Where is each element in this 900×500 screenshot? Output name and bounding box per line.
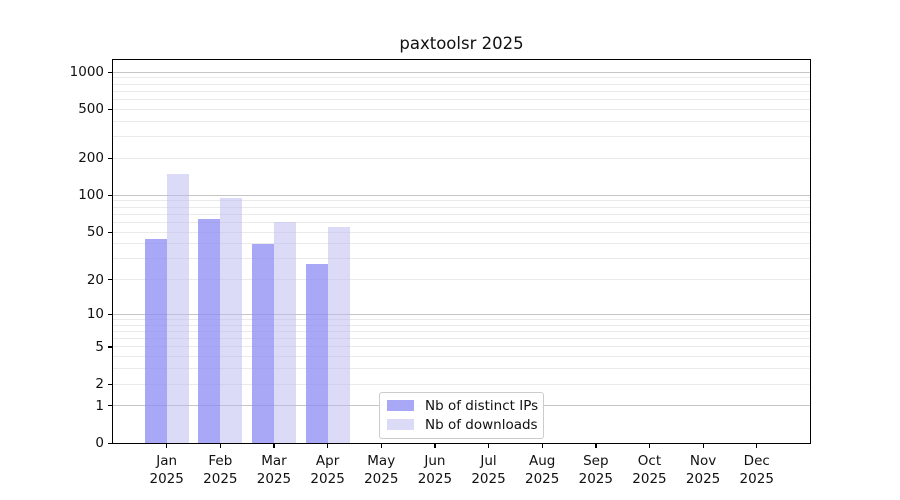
gridline-minor [113, 279, 810, 281]
legend: Nb of distinct IPs Nb of downloads [379, 392, 544, 439]
y-tick-label: 500 [78, 101, 104, 118]
y-tick-mark [108, 405, 112, 407]
gridline-minor [113, 157, 810, 159]
gridline-minor [113, 346, 810, 348]
legend-swatch [387, 419, 414, 430]
gridline-minor [113, 368, 810, 370]
gridline-major [113, 313, 810, 315]
y-tick-mark [108, 313, 112, 316]
gridline-minor [113, 120, 810, 122]
y-tick-label: 50 [86, 224, 104, 241]
gridline-minor [113, 338, 810, 340]
gridline-minor [113, 90, 810, 92]
bar-nb-of-distinct-ips-feb-2025 [198, 219, 221, 443]
legend-swatch [387, 400, 414, 411]
x-tick-mark [273, 443, 275, 448]
y-tick-label: 0 [95, 435, 104, 451]
x-tick-mark [166, 443, 168, 448]
chart-title: paxtoolsr 2025 [399, 34, 524, 53]
bar-nb-of-distinct-ips-jan-2025 [144, 238, 167, 443]
gridline-minor [113, 200, 810, 202]
x-tick-label: Sep 2025 [578, 453, 613, 487]
x-tick-mark [488, 443, 490, 448]
x-tick-mark [648, 443, 651, 448]
y-tick-mark [108, 194, 112, 197]
bar-nb-of-distinct-ips-mar-2025 [251, 243, 274, 443]
gridline-major [113, 194, 810, 196]
y-tick-mark [108, 231, 112, 233]
x-tick-mark [595, 443, 597, 448]
x-tick-label: Mar 2025 [256, 453, 292, 487]
bar-nb-of-downloads-mar-2025 [273, 222, 296, 443]
y-tick-label: 10 [86, 306, 104, 323]
x-tick-mark [327, 443, 329, 448]
x-tick-mark [541, 443, 543, 448]
gridline-minor [113, 383, 810, 385]
x-tick-mark [702, 443, 704, 448]
x-tick-label: Jul 2025 [471, 453, 506, 487]
y-tick-mark [108, 71, 112, 73]
bar-nb-of-downloads-jan-2025 [166, 173, 189, 443]
gridline-minor [113, 356, 810, 358]
x-tick-mark [380, 443, 382, 448]
x-tick-label: Dec 2025 [739, 453, 774, 487]
legend-label: Nb of downloads [425, 416, 538, 433]
y-tick-mark [108, 157, 112, 160]
gridline-minor [113, 330, 810, 332]
y-tick-label: 20 [86, 271, 104, 288]
gridline-minor [113, 83, 810, 85]
legend-row: Nb of downloads [380, 415, 543, 434]
gridline-minor [113, 258, 810, 260]
gridline-minor [113, 213, 810, 215]
gridline-minor [113, 221, 810, 223]
bar-nb-of-distinct-ips-apr-2025 [305, 264, 328, 443]
gridline-minor [113, 324, 810, 326]
gridline-major [113, 71, 810, 73]
gridline-minor [113, 136, 810, 138]
plot-area: Nb of distinct IPs Nb of downloads [112, 59, 811, 444]
gridline-minor [113, 99, 810, 101]
y-tick-label: 100 [78, 187, 104, 204]
legend-label: Nb of distinct IPs [425, 397, 539, 414]
x-tick-mark [219, 443, 222, 448]
y-tick-mark [108, 279, 112, 281]
bar-nb-of-downloads-apr-2025 [327, 227, 350, 443]
x-tick-label: Jan 2025 [149, 453, 184, 487]
gridline-minor [113, 318, 810, 320]
y-tick-label: 2 [95, 376, 104, 393]
gridline-minor [113, 243, 810, 245]
legend-row: Nb of distinct IPs [380, 396, 543, 415]
y-tick-mark [108, 383, 112, 385]
y-tick-label: 1 [95, 397, 104, 414]
gridline-minor [113, 231, 810, 233]
x-tick-label: Feb 2025 [203, 453, 238, 487]
x-tick-mark [434, 443, 436, 448]
y-tick-label: 200 [78, 150, 104, 167]
y-tick-mark [108, 442, 112, 444]
y-tick-label: 5 [95, 338, 104, 355]
x-tick-label: Nov 2025 [685, 453, 721, 487]
x-tick-label: Aug 2025 [524, 453, 560, 487]
x-tick-label: Oct 2025 [632, 453, 667, 487]
x-tick-label: Apr 2025 [310, 453, 345, 487]
y-tick-mark [108, 108, 112, 111]
x-tick-mark [756, 443, 758, 448]
bar-nb-of-downloads-feb-2025 [220, 198, 243, 443]
gridline-minor [113, 108, 810, 110]
x-tick-label: May 2025 [364, 453, 399, 487]
gridline-minor [113, 77, 810, 79]
y-tick-mark [108, 346, 112, 348]
x-tick-label: Jun 2025 [417, 453, 453, 487]
y-tick-label: 1000 [69, 64, 104, 81]
gridline-minor [113, 206, 810, 208]
